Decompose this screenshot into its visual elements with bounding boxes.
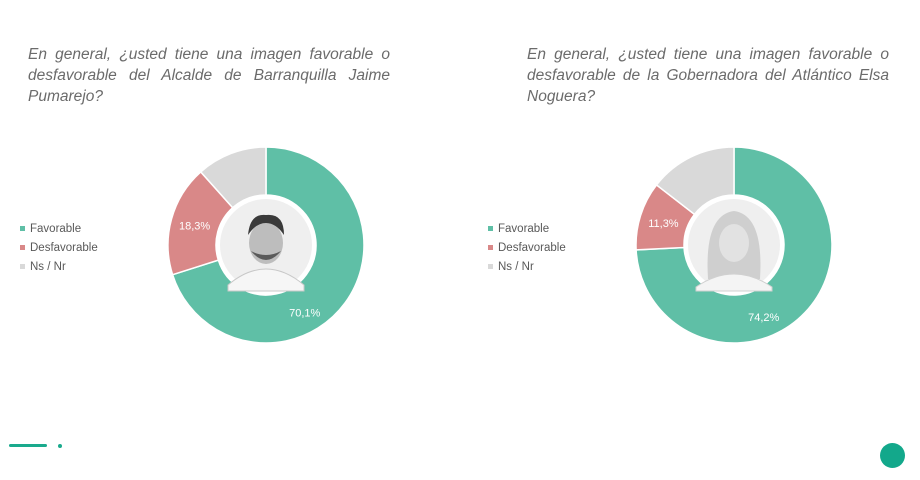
slice-favorable [635, 146, 833, 344]
slice-nsnr [199, 146, 267, 209]
legend-swatch [488, 226, 493, 231]
portrait-hair [248, 214, 284, 235]
slice-favorable [171, 146, 365, 344]
footer-accent-line [9, 444, 47, 447]
footer-accent-dot [58, 444, 62, 448]
legend-swatch [20, 226, 25, 231]
legend-label: Desfavorable [498, 241, 566, 254]
data-label: 11,3% [648, 218, 679, 230]
chart-panel-gobernadora: En general, ¿usted tiene una imagen favo… [460, 0, 920, 400]
brand-circle-icon [880, 443, 905, 468]
portrait-shirt [695, 273, 773, 292]
legend-swatch [488, 264, 493, 269]
data-label: 18,3% [179, 220, 210, 232]
portrait-image [220, 199, 312, 292]
chart-panel-alcalde: En general, ¿usted tiene una imagen favo… [0, 0, 460, 400]
legend-item-favorable: Favorable [488, 219, 566, 238]
portrait-face [249, 222, 283, 264]
data-label: 74,2% [748, 312, 779, 324]
legend-label: Desfavorable [30, 241, 98, 254]
legend-item-favorable: Favorable [20, 219, 98, 238]
legend-item-nsnr: Ns / Nr [20, 257, 98, 276]
portrait-beard [251, 251, 281, 260]
chart-title: En general, ¿usted tiene una imagen favo… [527, 46, 889, 105]
legend-item-desfavorable: Desfavorable [20, 238, 98, 257]
slice-nsnr [655, 146, 735, 216]
legend: Favorable Desfavorable Ns / Nr [20, 219, 98, 276]
legend-item-nsnr: Ns / Nr [488, 257, 566, 276]
legend-swatch [20, 245, 25, 250]
legend-label: Favorable [30, 222, 82, 235]
portrait-face [719, 224, 749, 262]
legend-label: Ns / Nr [30, 260, 66, 273]
legend-item-desfavorable: Desfavorable [488, 238, 566, 257]
chart-title: En general, ¿usted tiene una imagen favo… [28, 46, 390, 105]
donut-chart: 74,2% 11,3% [635, 146, 833, 344]
legend-swatch [20, 264, 25, 269]
legend-swatch [488, 245, 493, 250]
data-label: 70,1% [289, 308, 320, 320]
legend: Favorable Desfavorable Ns / Nr [488, 219, 566, 276]
portrait-image [688, 199, 780, 292]
legend-label: Favorable [498, 222, 550, 235]
donut-chart: 70,1% 18,3% [167, 146, 365, 344]
portrait-shirt [227, 268, 305, 292]
legend-label: Ns / Nr [498, 260, 534, 273]
